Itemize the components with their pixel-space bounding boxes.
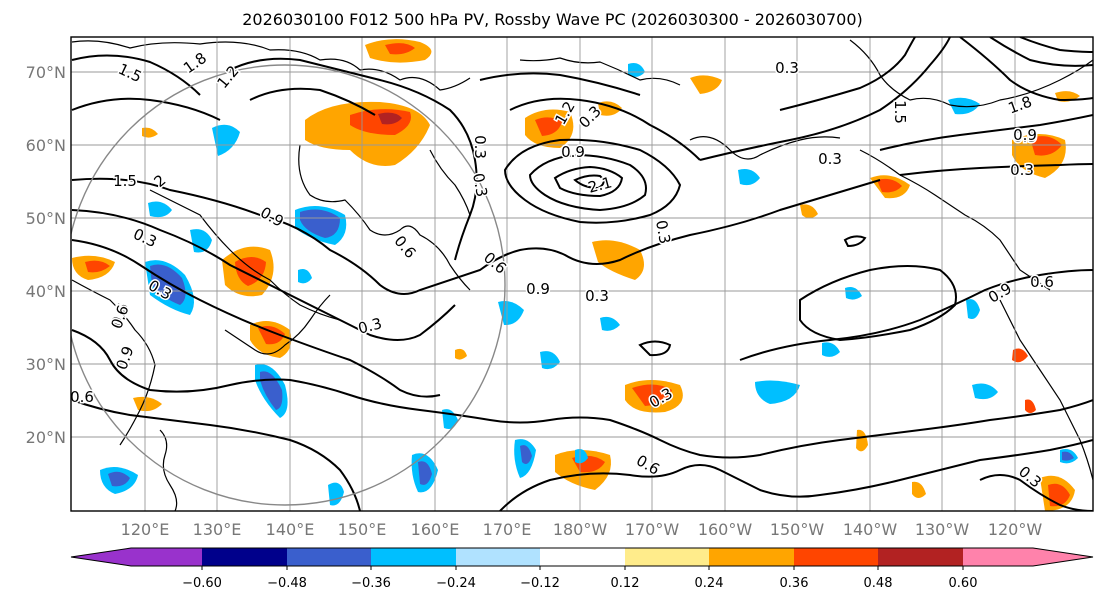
colorbar-tick-label: −0.36 <box>351 576 391 591</box>
colorbar-segment <box>963 548 1093 566</box>
contour-label: 0.9 <box>526 280 550 298</box>
lat-label: 60°N <box>26 136 66 155</box>
colorbar-segment <box>202 548 287 566</box>
map-title: 2026030100 F012 500 hPa PV, Rossby Wave … <box>242 10 863 29</box>
lon-label: 120°E <box>121 520 170 539</box>
colorbar-segment <box>287 548 371 566</box>
lon-label: 160°E <box>411 520 460 539</box>
colorbar-outline <box>70 547 1094 567</box>
colorbar-tick-label: 0.36 <box>780 576 809 591</box>
pv-contours <box>71 37 1093 511</box>
lon-label: 150°W <box>770 520 825 539</box>
contour-label: 0.3 <box>1010 161 1034 179</box>
colorbar-segment <box>71 548 202 566</box>
coastlines <box>71 39 1093 511</box>
contour-label: 0.9 <box>1013 126 1037 144</box>
colorbar-tick-label: −0.24 <box>436 576 476 591</box>
graticule <box>71 37 1093 511</box>
colorbar-segment <box>794 548 878 566</box>
contour-label: 0.3 <box>471 135 489 159</box>
colorbar-segment <box>456 548 540 566</box>
lon-label: 140°W <box>843 520 898 539</box>
contour-label: 0.6 <box>1030 273 1054 291</box>
contour-label: 0.3 <box>818 150 842 168</box>
contour-label: 0.3 <box>775 59 799 77</box>
lat-label: 40°N <box>26 282 66 301</box>
lat-label: 70°N <box>26 63 66 82</box>
lon-label: 160°W <box>698 520 753 539</box>
lon-label: 170°E <box>483 520 532 539</box>
lon-label: 150°E <box>338 520 387 539</box>
colorbar-segment <box>709 548 794 566</box>
contour-label: 0.6 <box>70 388 94 406</box>
colorbar-segment <box>625 548 709 566</box>
colorbar-tick-label: −0.48 <box>267 576 307 591</box>
colorbar-segment <box>371 548 456 566</box>
colorbar-tick-label: 0.12 <box>611 576 640 591</box>
lon-label: 130°E <box>193 520 242 539</box>
colorbar-segment <box>540 548 625 566</box>
latitude-labels: 70°N 60°N 50°N 40°N 30°N 20°N <box>26 63 66 447</box>
colorbar <box>70 547 1094 567</box>
contour-label: 0.9 <box>561 143 585 161</box>
colorbar-tick-label: 0.24 <box>695 576 724 591</box>
negative-anomaly-shading <box>100 63 1078 506</box>
longitude-labels: 120°E 130°E 140°E 150°E 160°E 170°E 180°… <box>121 520 1043 539</box>
colorbar-segment <box>878 548 963 566</box>
lon-label: 170°W <box>625 520 680 539</box>
lat-label: 50°N <box>26 209 66 228</box>
colorbar-tick-label: 0.60 <box>949 576 978 591</box>
contour-label: 0.3 <box>585 287 609 305</box>
contour-label: 0.3 <box>356 314 384 338</box>
colorbar-ticks: −0.60 −0.48 −0.36 −0.24 −0.12 0.12 0.24 0.36 0.4… <box>182 566 977 591</box>
contour-label: 0.9 <box>1013 128 1037 146</box>
contour-label: 1.5 <box>891 100 909 124</box>
lon-label: 140°E <box>266 520 315 539</box>
lat-label: 30°N <box>26 355 66 374</box>
colorbar-tick-label: −0.12 <box>520 576 560 591</box>
reference-circle <box>71 64 506 506</box>
lon-label: 180°W <box>553 520 608 539</box>
lat-label: 20°N <box>26 428 66 447</box>
colorbar-tick-label: 0.48 <box>864 576 893 591</box>
contour-label: 1.5 <box>113 172 137 190</box>
lon-label: 130°W <box>915 520 970 539</box>
contour-label: 0.3 <box>469 172 491 199</box>
lon-label: 120°W <box>988 520 1043 539</box>
map-frame <box>70 36 1094 512</box>
colorbar-tick-label: −0.60 <box>182 576 222 591</box>
